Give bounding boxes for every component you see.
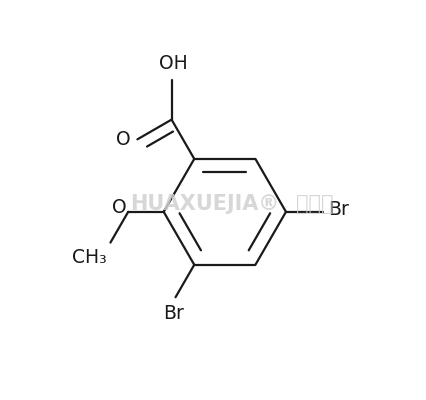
Text: HUAXUEJIA®: HUAXUEJIA® [130,194,279,214]
Text: O: O [116,130,130,149]
Text: 化学加: 化学加 [296,194,333,214]
Text: O: O [112,198,126,217]
Text: CH₃: CH₃ [72,248,106,268]
Text: OH: OH [159,54,188,73]
Text: Br: Br [328,200,349,219]
Text: Br: Br [163,304,184,323]
